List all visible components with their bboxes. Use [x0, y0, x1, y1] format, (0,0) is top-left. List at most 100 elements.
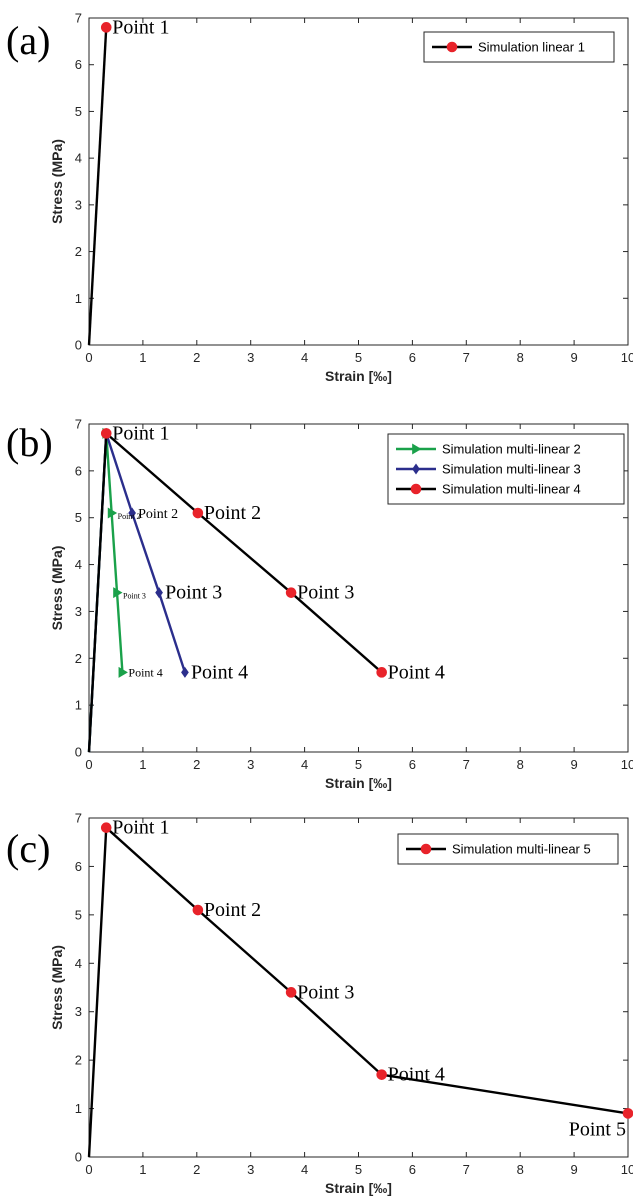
point-annotation: Point 4 — [388, 661, 445, 683]
x-tick-label: 2 — [193, 350, 200, 365]
y-tick-label: 2 — [75, 651, 82, 666]
legend: Simulation multi-linear 2 Simulation mult… — [387, 433, 625, 505]
x-axis-label: Strain [‰] — [325, 1180, 392, 1196]
x-tick-label: 1 — [139, 1162, 146, 1177]
x-tick-label: 5 — [355, 350, 362, 365]
x-tick-label: 9 — [570, 1162, 577, 1177]
panel-label: (a) — [6, 18, 50, 63]
y-tick-label: 4 — [75, 956, 82, 971]
data-point — [118, 666, 128, 678]
y-tick-label: 2 — [75, 244, 82, 259]
x-tick-label: 10 — [621, 350, 633, 365]
series-line-1 — [87, 27, 108, 346]
point-annotation: Point 4 — [388, 1064, 445, 1086]
x-tick-label: 9 — [570, 350, 577, 365]
y-axis-label: Stress (MPa) — [49, 945, 65, 1030]
x-tick-label: 0 — [85, 757, 92, 772]
point-annotation: Point 2 — [204, 502, 261, 524]
legend-marker — [412, 443, 422, 455]
x-tick-label: 3 — [247, 757, 254, 772]
x-tick-label: 5 — [355, 757, 362, 772]
y-axis-label: Stress (MPa) — [49, 546, 65, 631]
x-axis-label: Strain [‰] — [325, 775, 392, 791]
y-tick-label: 7 — [75, 11, 82, 26]
x-axis-label: Strain [‰] — [325, 368, 392, 384]
x-tick-label: 10 — [621, 1162, 633, 1177]
y-tick-label: 0 — [75, 338, 82, 353]
point-annotation: Point 2 — [204, 899, 261, 921]
y-tick-label: 3 — [75, 604, 82, 619]
x-tick-label: 0 — [85, 1162, 92, 1177]
y-tick-label: 1 — [75, 698, 82, 713]
series-line-1 — [87, 826, 629, 1158]
y-tick-label: 5 — [75, 907, 82, 922]
y-tick-label: 3 — [75, 1004, 82, 1019]
y-tick-label: 7 — [75, 811, 82, 826]
plot-area — [88, 17, 629, 346]
y-tick-label: 1 — [75, 291, 82, 306]
x-tick-label: 6 — [409, 757, 416, 772]
y-tick-label: 5 — [75, 510, 82, 525]
x-tick-label: 3 — [247, 350, 254, 365]
data-point — [285, 587, 297, 598]
x-tick-label: 8 — [517, 757, 524, 772]
legend: Simulation multi-linear 5 — [397, 833, 619, 865]
y-tick-label: 6 — [75, 859, 82, 874]
x-tick-label: 6 — [409, 1162, 416, 1177]
data-point — [113, 587, 123, 599]
panel-label: (c) — [6, 826, 50, 871]
point-annotation: Point 3 — [165, 582, 222, 604]
x-tick-label: 1 — [139, 350, 146, 365]
point-annotation: Point 3 — [297, 981, 354, 1003]
point-annotation: Point 3 — [123, 592, 146, 601]
y-tick-label: 2 — [75, 1053, 82, 1068]
point-annotation: Point 5 — [569, 1118, 626, 1140]
x-tick-label: 0 — [85, 350, 92, 365]
chart-panel-b: 0 1 2 3 4 5 6 7 8 9 10 0 1 2 3 4 5 6 7 Strain [‰] Stress (MP… — [6, 417, 633, 792]
chart-panel-c: 0 1 2 3 4 5 6 7 8 9 10 0 1 2 3 4 5 6 7 Strain [‰] Stress (MP… — [6, 811, 633, 1196]
x-tick-label: 10 — [621, 757, 633, 772]
data-point — [128, 507, 136, 519]
data-point — [181, 666, 189, 678]
point-annotation: Point 2 — [138, 507, 178, 522]
y-tick-label: 4 — [75, 557, 82, 572]
chart-panel-a: 0 1 2 3 4 5 6 7 8 9 10 0 1 2 3 4 5 6 7 Strain [‰] Stress (MP… — [6, 11, 633, 385]
x-tick-label: 3 — [247, 1162, 254, 1177]
y-tick-label: 6 — [75, 463, 82, 478]
legend-marker — [410, 483, 422, 495]
y-tick-label: 3 — [75, 197, 82, 212]
data-point — [376, 667, 387, 678]
legend-entry: Simulation multi-linear 4 — [442, 482, 581, 497]
x-tick-label: 5 — [355, 1162, 362, 1177]
y-tick-label: 7 — [75, 417, 82, 432]
legend-entry: Simulation multi-linear 5 — [452, 842, 591, 857]
x-tick-label: 4 — [301, 1162, 308, 1177]
y-axis-label: Stress (MPa) — [49, 139, 65, 224]
x-tick-label: 4 — [301, 350, 308, 365]
x-tick-label: 1 — [139, 757, 146, 772]
x-tick-label: 8 — [517, 350, 524, 365]
data-point — [622, 1108, 633, 1119]
data-point — [107, 507, 118, 519]
point-annotation: Point 2 — [118, 512, 141, 521]
legend: Simulation linear 1 — [423, 31, 615, 63]
data-point — [155, 587, 163, 599]
x-tick-label: 7 — [463, 350, 470, 365]
x-tick-label: 2 — [193, 1162, 200, 1177]
y-tick-label: 6 — [75, 57, 82, 72]
y-tick-label: 5 — [75, 104, 82, 119]
y-tick-label: 1 — [75, 1101, 82, 1116]
data-point — [192, 507, 204, 519]
x-tick-label: 7 — [463, 1162, 470, 1177]
x-tick-label: 8 — [517, 1162, 524, 1177]
y-tick-label: 4 — [75, 151, 82, 166]
x-tick-label: 4 — [301, 757, 308, 772]
x-tick-label: 9 — [570, 757, 577, 772]
point-annotation: Point 4 — [191, 661, 248, 683]
y-tick-label: 0 — [75, 745, 82, 760]
legend-marker — [420, 843, 432, 855]
data-point — [100, 22, 112, 33]
point-annotation: Point 1 — [112, 422, 169, 444]
point-annotation: Point 4 — [128, 665, 162, 679]
